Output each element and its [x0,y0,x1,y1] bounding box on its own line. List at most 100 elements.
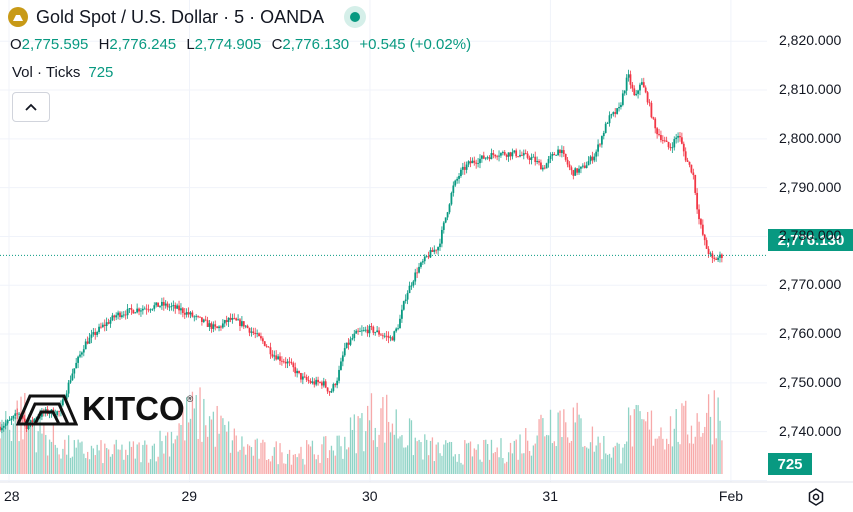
volume-bar [45,434,47,474]
volume-bar [570,440,573,474]
open-label: O [10,36,22,53]
volume-bar [403,447,405,474]
volume-bar [639,411,641,474]
volume-bar [47,455,49,474]
volume-bar [648,429,651,474]
candle-body [633,88,636,96]
candle-body [73,368,76,374]
candle-body [132,310,135,314]
volume-bar [690,425,693,474]
volume-bar [29,419,32,474]
volume-bar [492,453,495,474]
candle-body [658,134,660,135]
candle-body [572,170,575,176]
volume-bar [363,451,365,474]
volume-bar [334,455,336,474]
volume-bar [98,450,100,474]
candle-body [606,123,609,124]
volume-bar [33,420,35,474]
volume-bar [281,452,283,474]
candle-body [178,305,180,311]
volume-bar [485,439,487,474]
volume-bar [172,443,175,474]
candle-body [351,338,354,340]
volume-bar [561,437,563,474]
volume-bar [424,434,426,474]
volume-bar [260,442,262,474]
candle-body [381,335,384,337]
candle-body [526,153,529,158]
candle-body [686,160,689,162]
candle-body [717,257,719,260]
candle-body [301,376,304,380]
candle-body [389,337,392,339]
volume-bar [323,436,325,474]
volume-legend[interactable]: Vol · Ticks 725 [12,64,113,81]
candle-body [437,247,439,251]
collapse-legend-button[interactable] [12,92,50,122]
volume-bar [212,411,215,474]
candle-body [218,326,220,329]
volume-bar [426,439,428,474]
volume-bar [81,441,83,474]
candle-body [206,320,209,327]
volume-bar [178,423,180,474]
volume-bar [243,446,245,474]
settings-icon[interactable] [806,487,826,512]
volume-bar [79,442,81,474]
volume-bar [384,442,386,474]
volume-bar [250,447,253,474]
volume-bar [652,445,655,474]
volume-bar [35,452,37,474]
volume-bar [174,439,176,474]
symbol-header[interactable]: Gold Spot / U.S. Dollar · 5 · OANDA [8,6,367,28]
close-value: 2,776.130 [282,36,350,53]
volume-bar [119,449,121,474]
candle-body [279,356,281,361]
volume-bar [102,463,104,474]
candle-body [646,92,649,103]
candle-body [644,87,647,93]
volume-bar [445,440,447,474]
volume-bar [69,457,72,474]
candle-body [275,355,278,360]
volume-bar [551,443,554,474]
volume-bar [267,459,270,474]
candle-body [629,74,632,85]
volume-bar [266,459,268,474]
volume-bar [12,423,15,474]
candle-body [448,204,451,213]
volume-bar [306,440,308,474]
volume-bar [125,449,127,474]
volume-bar [330,445,333,474]
volume-bar [498,457,500,474]
candle-body [637,90,639,94]
volume-bar [433,461,435,474]
volume-bar [157,456,159,474]
candle-body [292,363,295,368]
candle-body [555,155,558,156]
volume-bar [3,427,5,474]
volume-bar [627,407,630,474]
candle-body [267,346,270,348]
volume-bar [534,443,536,474]
candle-body [406,293,409,300]
volume-bar [197,438,199,474]
candle-body [715,258,718,260]
price-tick-label: 2,790.000 [779,178,842,195]
candle-body [444,217,447,223]
candle-body [195,315,198,317]
candle-body [176,305,179,309]
volume-bar [134,458,136,474]
candle-body [385,335,388,337]
candle-body [536,161,539,162]
candle-body [380,334,382,336]
last-volume-badge: 725 [768,453,812,475]
candle-body [170,306,173,307]
candle-body [707,248,710,254]
candle-body [172,305,175,307]
candle-body [113,315,116,318]
candle-body [67,382,70,394]
volume-bar [471,456,474,474]
